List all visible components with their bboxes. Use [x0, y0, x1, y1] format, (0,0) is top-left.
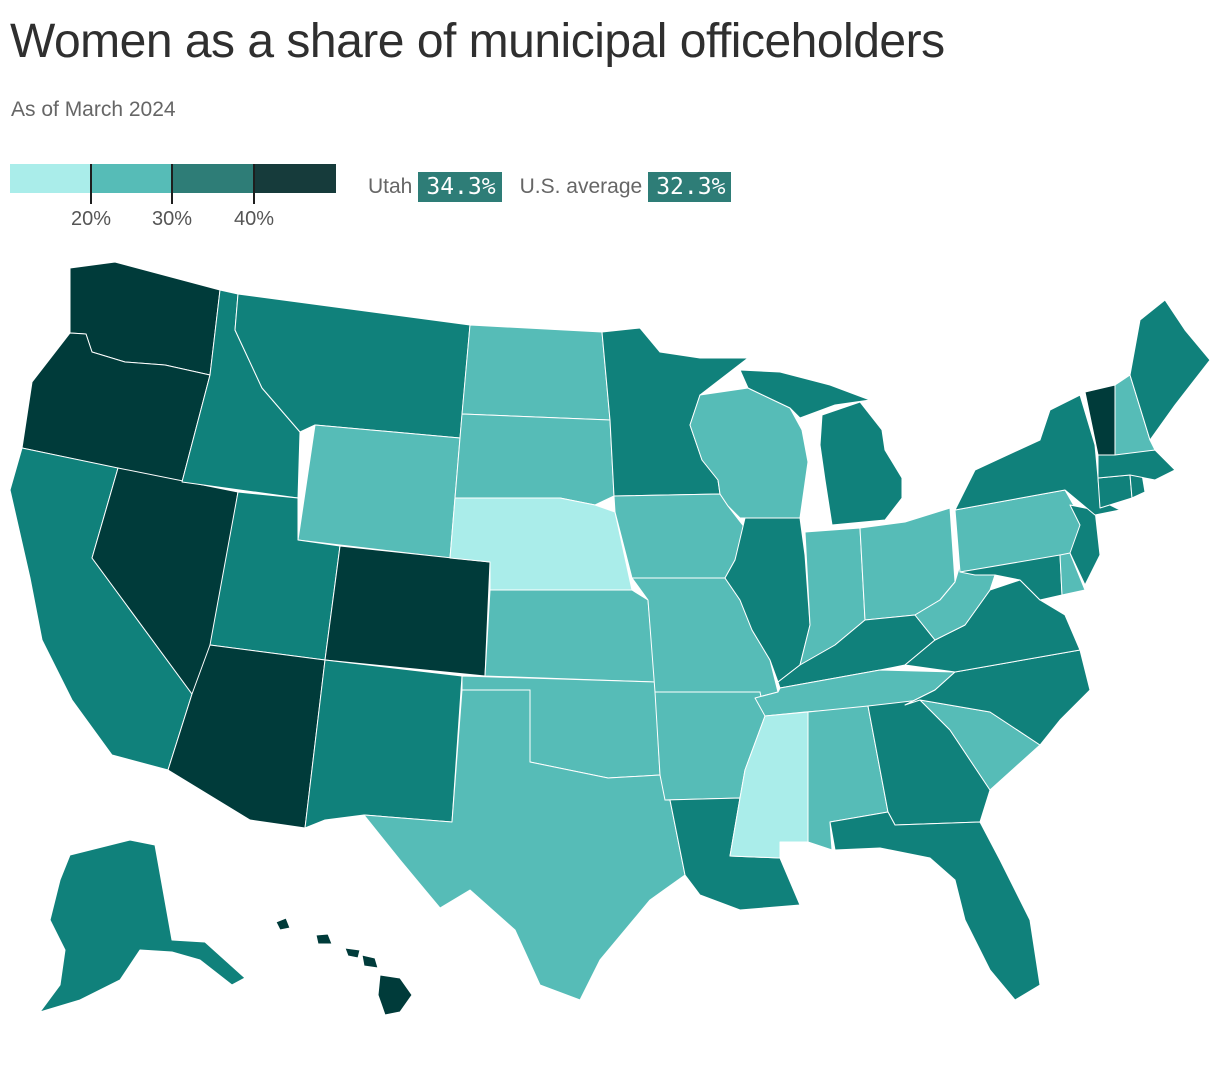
state-north-dakota[interactable]	[461, 324, 611, 421]
state-colorado[interactable]	[324, 545, 491, 677]
utah-value-badge: 34.3%	[418, 172, 502, 202]
state-oregon[interactable]	[21, 332, 211, 483]
legend-bin-1	[10, 164, 91, 193]
state-south-dakota[interactable]	[454, 413, 615, 506]
legend-tick-label: 40%	[233, 208, 275, 230]
legend-tick-20	[90, 164, 92, 204]
us-states-map	[9, 261, 1211, 1016]
legend-tick-30	[171, 164, 173, 204]
state-illinois[interactable]	[724, 517, 811, 683]
state-hawaii[interactable]	[275, 917, 413, 1016]
legend-tick-label: 30%	[151, 208, 193, 230]
utah-label: Utah	[368, 175, 413, 198]
legend-tick-40	[253, 164, 255, 204]
state-alaska[interactable]	[39, 839, 246, 1013]
chart-title: Women as a share of municipal officehold…	[10, 15, 945, 68]
state-michigan[interactable]	[739, 369, 903, 526]
state-connecticut[interactable]	[1097, 474, 1133, 509]
state-north-carolina[interactable]	[904, 649, 1091, 746]
state-wyoming[interactable]	[297, 424, 461, 559]
state-iowa[interactable]	[613, 493, 746, 579]
us-average-value-badge: 32.3%	[648, 172, 732, 202]
legend-bin-4	[254, 164, 336, 193]
legend-bin-2	[91, 164, 172, 193]
state-kansas[interactable]	[484, 589, 656, 683]
us-average-label: U.S. average	[519, 175, 643, 198]
state-maine[interactable]	[1129, 299, 1211, 441]
state-new-mexico[interactable]	[304, 659, 463, 829]
state-texas[interactable]	[363, 689, 686, 1001]
color-legend: 20% 30% 40%	[10, 164, 340, 234]
state-delaware[interactable]	[1059, 552, 1086, 596]
chart-subtitle: As of March 2024	[11, 98, 176, 121]
value-callouts: Utah 34.3% U.S. average 32.3%	[368, 166, 749, 208]
state-new-hampshire[interactable]	[1114, 374, 1156, 456]
state-florida[interactable]	[829, 811, 1041, 1001]
legend-bin-3	[172, 164, 254, 193]
legend-tick-label: 20%	[70, 208, 112, 230]
